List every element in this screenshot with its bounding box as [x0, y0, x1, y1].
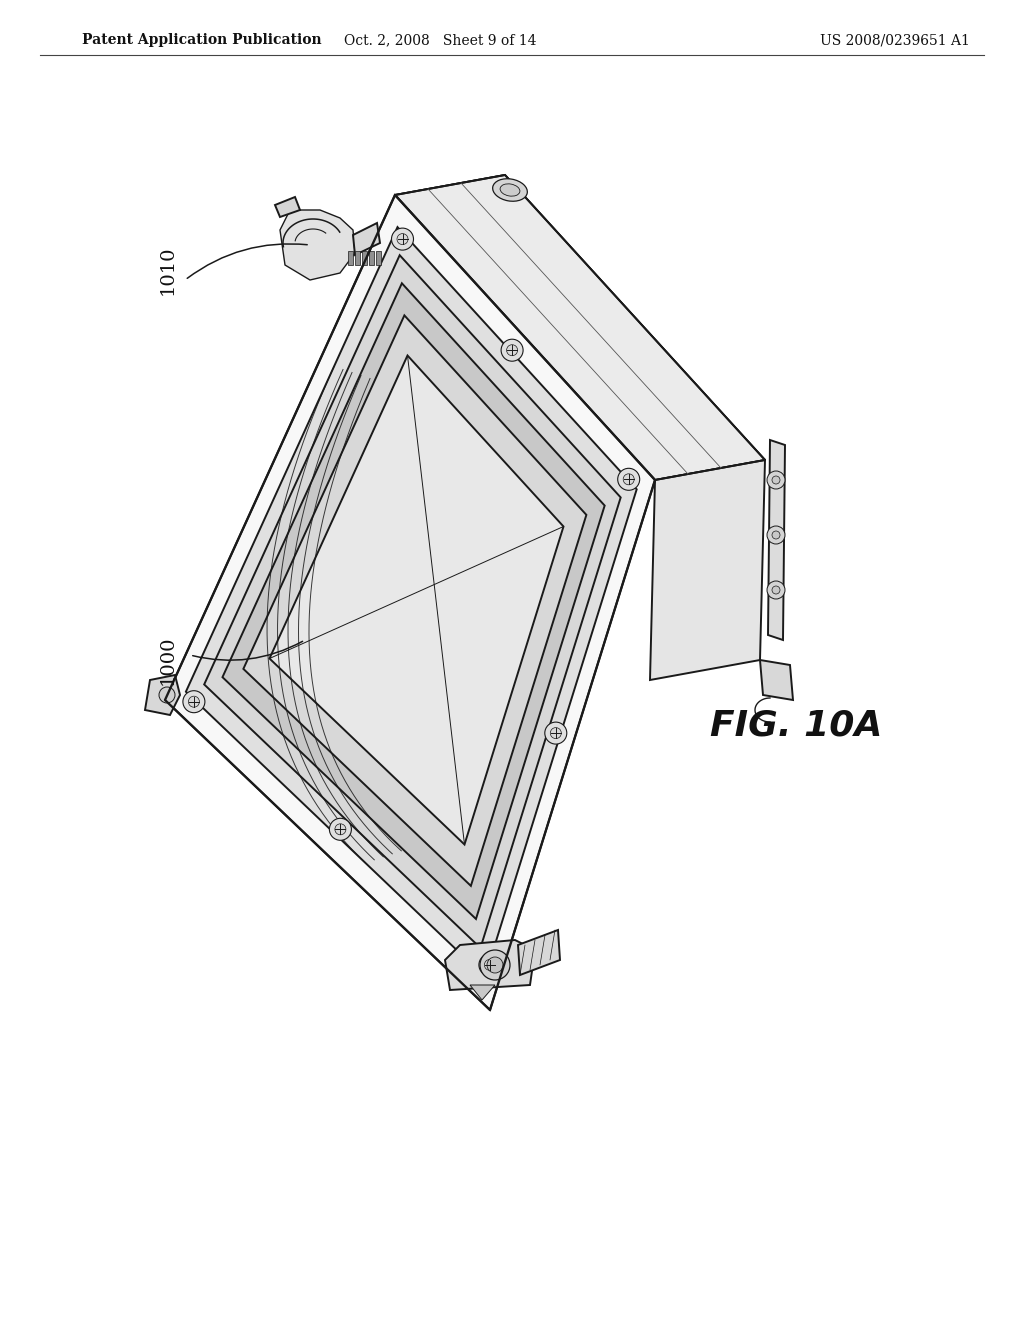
Bar: [362, 251, 367, 265]
Bar: [369, 251, 374, 265]
Circle shape: [484, 960, 496, 970]
Text: 1010: 1010: [159, 246, 177, 294]
Polygon shape: [244, 315, 587, 886]
Bar: [376, 251, 381, 265]
Polygon shape: [470, 985, 495, 1001]
Circle shape: [772, 586, 780, 594]
Circle shape: [772, 477, 780, 484]
Polygon shape: [145, 675, 180, 715]
Circle shape: [617, 469, 640, 490]
Polygon shape: [186, 227, 637, 977]
Text: US 2008/0239651 A1: US 2008/0239651 A1: [820, 33, 970, 48]
Circle shape: [183, 690, 205, 713]
Polygon shape: [204, 255, 621, 948]
Polygon shape: [650, 459, 765, 680]
Polygon shape: [518, 931, 560, 975]
Circle shape: [507, 345, 517, 355]
Circle shape: [767, 525, 785, 544]
Polygon shape: [768, 440, 785, 640]
Text: Oct. 2, 2008   Sheet 9 of 14: Oct. 2, 2008 Sheet 9 of 14: [344, 33, 537, 48]
Circle shape: [159, 686, 175, 704]
Circle shape: [767, 581, 785, 599]
Circle shape: [330, 818, 351, 841]
Ellipse shape: [493, 178, 527, 201]
Text: 1000: 1000: [159, 635, 177, 685]
Polygon shape: [275, 197, 300, 216]
Circle shape: [550, 727, 561, 739]
Polygon shape: [353, 223, 380, 255]
Polygon shape: [269, 355, 563, 845]
Circle shape: [397, 234, 408, 244]
Ellipse shape: [500, 183, 520, 197]
Bar: [348, 251, 353, 265]
Circle shape: [480, 950, 510, 979]
Text: FIG. 10A: FIG. 10A: [710, 708, 883, 742]
Circle shape: [335, 824, 346, 834]
Polygon shape: [280, 210, 355, 280]
Polygon shape: [165, 195, 655, 1010]
Circle shape: [624, 474, 634, 484]
Circle shape: [501, 339, 523, 362]
Circle shape: [772, 531, 780, 539]
Circle shape: [545, 722, 567, 744]
Circle shape: [391, 228, 414, 249]
Circle shape: [487, 957, 503, 973]
Text: Patent Application Publication: Patent Application Publication: [82, 33, 322, 48]
Circle shape: [188, 696, 200, 708]
Polygon shape: [395, 176, 765, 480]
Polygon shape: [445, 940, 535, 990]
Circle shape: [767, 471, 785, 488]
Polygon shape: [395, 176, 765, 480]
Polygon shape: [222, 284, 605, 919]
Circle shape: [479, 954, 501, 975]
Bar: [355, 251, 360, 265]
Polygon shape: [760, 660, 793, 700]
